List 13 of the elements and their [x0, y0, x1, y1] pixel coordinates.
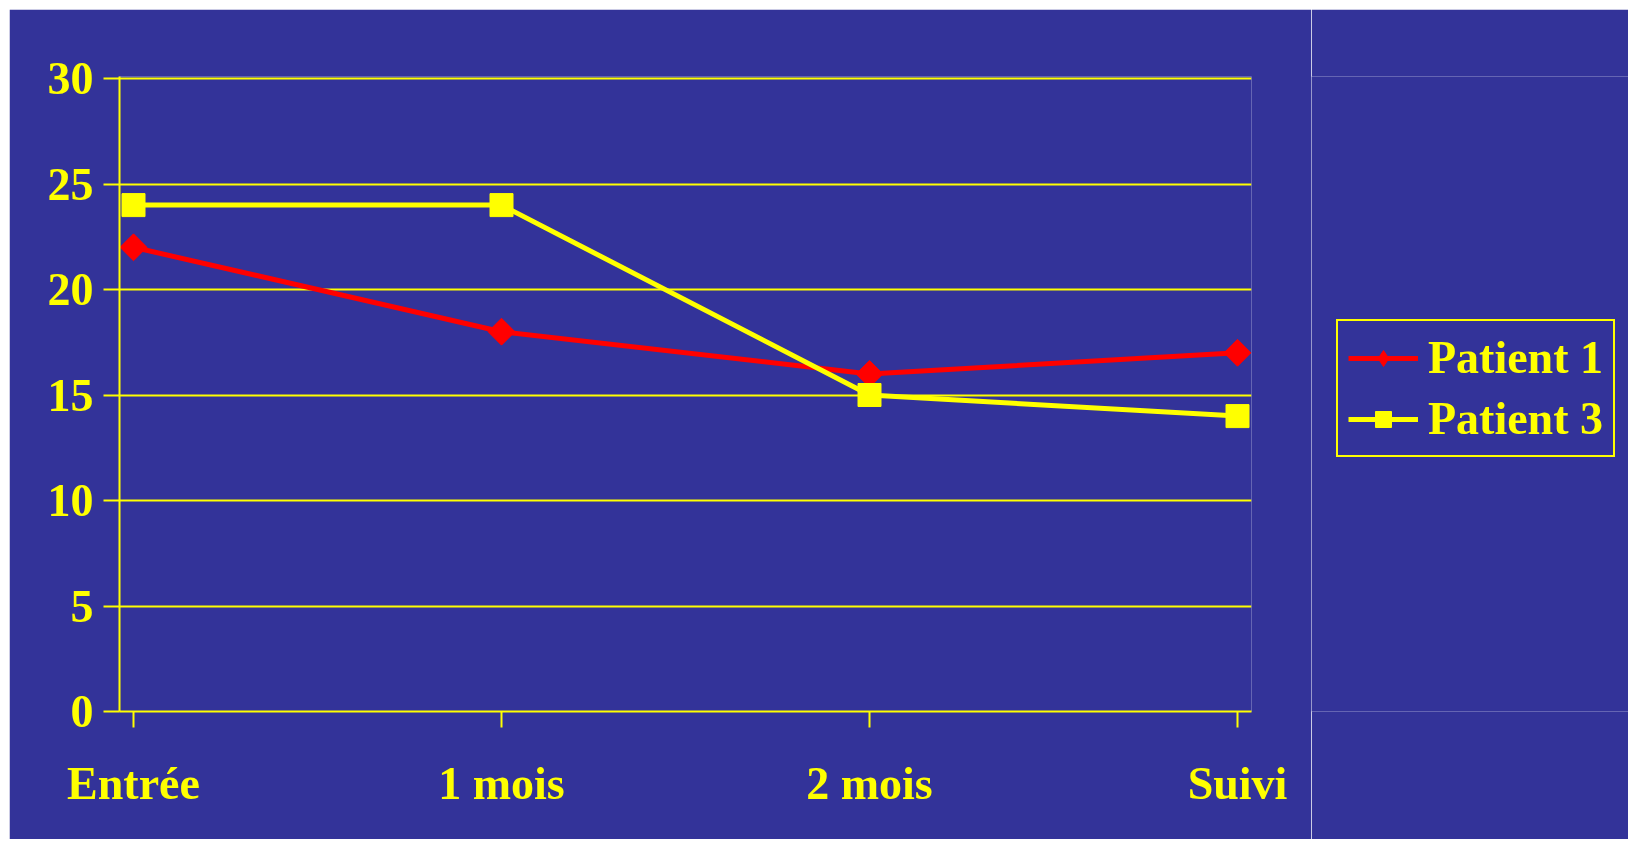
x-tick-label: Suivi — [1187, 757, 1288, 809]
y-tick-label: 10 — [47, 475, 94, 526]
x-tick-label: 1 mois — [438, 757, 565, 809]
x-tick-label: Entrée — [67, 757, 200, 809]
legend-label: Patient 1 — [1428, 331, 1604, 384]
y-tick-label: 20 — [47, 264, 94, 315]
y-tick-label: 5 — [70, 580, 94, 632]
y-tick-label: 0 — [70, 686, 94, 737]
legend-label: Patient 3 — [1428, 392, 1604, 445]
x-tick-label: 2 mois — [806, 757, 933, 809]
y-tick-label: 25 — [47, 158, 94, 210]
y-tick-label: 30 — [47, 53, 94, 104]
y-tick-label: 15 — [47, 369, 94, 421]
